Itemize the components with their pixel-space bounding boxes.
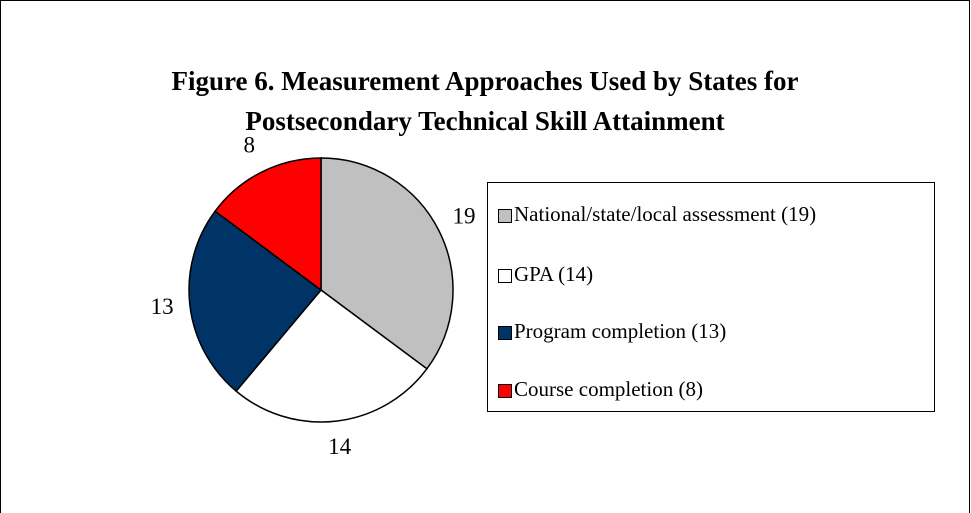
- data-label: 13: [151, 294, 174, 319]
- legend-label: GPA (14): [514, 262, 593, 286]
- chart-title: Postsecondary Technical Skill Attainment: [245, 106, 724, 136]
- chart-title: Figure 6. Measurement Approaches Used by…: [172, 66, 799, 96]
- data-label: 19: [452, 203, 475, 228]
- legend-swatch: [498, 384, 512, 398]
- data-label: 14: [328, 434, 352, 459]
- pie-slice: [235, 288, 428, 423]
- legend-swatch: [498, 326, 512, 340]
- legend-box: [487, 182, 935, 412]
- legend-label: Program completion (13): [514, 319, 726, 343]
- pie-slice: [188, 210, 323, 393]
- pie-slice: [214, 157, 322, 292]
- legend-label: Course completion (8): [514, 377, 703, 401]
- legend-label: National/state/local assessment (19): [514, 202, 816, 226]
- legend-swatch: [498, 209, 512, 223]
- data-label: 8: [243, 132, 255, 157]
- pie-slice: [320, 157, 454, 370]
- legend-swatch: [498, 269, 512, 283]
